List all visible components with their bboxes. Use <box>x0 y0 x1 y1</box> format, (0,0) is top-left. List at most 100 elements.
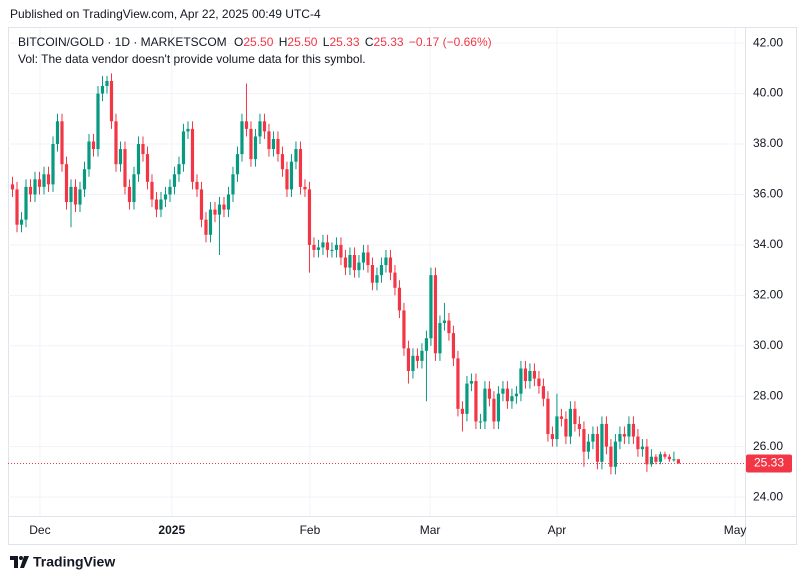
candle-body <box>226 194 231 210</box>
candle-body <box>595 434 600 462</box>
open-label: O <box>234 35 243 49</box>
candle-body <box>474 381 478 422</box>
candle-body <box>505 388 510 402</box>
candle-body <box>564 418 568 437</box>
candle-body <box>168 186 172 195</box>
candle-body <box>460 408 465 414</box>
candle-body <box>55 121 60 145</box>
y-tick-label: 26.00 <box>753 439 783 453</box>
candle-body <box>217 204 222 215</box>
candle-body <box>159 199 163 210</box>
candle-body <box>46 174 51 185</box>
candle-body <box>609 446 613 467</box>
close-label: C <box>365 35 374 49</box>
candle-body <box>492 398 496 422</box>
y-tick-label: 42.00 <box>753 35 783 49</box>
candle-body <box>424 338 429 351</box>
candle-body <box>33 179 37 195</box>
candle-body <box>231 174 235 195</box>
candle-body <box>582 428 586 452</box>
candle-body <box>604 423 609 447</box>
candle-body <box>96 93 100 150</box>
x-tick-label: Apr <box>548 523 567 537</box>
candle-body <box>519 368 523 394</box>
y-tick-label: 32.00 <box>753 288 783 302</box>
candle-body <box>456 358 460 409</box>
x-tick-label: Feb <box>300 523 321 537</box>
candle-body <box>658 454 663 462</box>
candle-body <box>577 423 582 429</box>
candle-body <box>78 189 82 205</box>
candle-body <box>10 184 15 190</box>
candle-body <box>186 128 190 132</box>
candle-body <box>262 121 267 132</box>
candle-body <box>213 209 217 215</box>
candle-body <box>114 121 118 165</box>
candle-body <box>631 423 636 437</box>
candle-body <box>195 181 199 190</box>
x-tick-label: Mar <box>420 523 441 537</box>
candle-body <box>267 131 271 150</box>
candle-body <box>550 434 555 440</box>
candle-body <box>573 408 577 424</box>
candle-body <box>82 169 87 190</box>
candle-body <box>348 254 352 268</box>
candle-body <box>190 128 195 182</box>
candle-body <box>136 144 141 175</box>
candle-body <box>222 204 226 210</box>
candle-body <box>132 174 136 203</box>
candle-body <box>334 244 339 250</box>
y-tick-label: 38.00 <box>753 136 783 150</box>
brand-logo <box>10 556 29 568</box>
candle-body <box>154 199 159 210</box>
candle-body <box>105 80 109 87</box>
candle-body <box>618 434 622 442</box>
candle-body <box>24 186 28 220</box>
candle-body <box>199 189 204 220</box>
candle-body <box>357 262 361 271</box>
candle-body <box>361 252 366 263</box>
x-tick-label: May <box>724 523 747 537</box>
candle-body <box>141 144 145 155</box>
candle-body <box>406 348 411 371</box>
candle-body <box>123 149 127 187</box>
open-value: 25.50 <box>243 35 273 49</box>
candle-body <box>285 169 289 190</box>
candle-body <box>478 421 483 423</box>
candle-body <box>150 181 154 200</box>
candle-body <box>60 121 64 165</box>
candle-body <box>469 381 474 384</box>
candle-body <box>487 388 492 399</box>
legend-line: BITCOIN/GOLD · 1D · MARKETSCOM O25.50 H2… <box>18 35 492 49</box>
candle-body <box>586 441 591 452</box>
candle-body <box>87 141 91 170</box>
candle-body <box>636 436 640 450</box>
candle-body <box>19 219 24 225</box>
candle-body <box>100 86 105 94</box>
overlay: 24.00 26.00 28.00 30.00 32.00 34.00 36.00 38.00… <box>8 35 792 537</box>
candle-body <box>235 154 240 175</box>
candle-body <box>366 252 370 266</box>
y-tick-label: 36.00 <box>753 187 783 201</box>
last-price-tag <box>746 454 792 473</box>
candle-body <box>181 131 186 165</box>
candle-body <box>276 138 280 155</box>
candle-body <box>127 186 132 203</box>
candle-body <box>676 459 681 464</box>
candle-body <box>37 179 42 187</box>
y-tick-label: 28.00 <box>753 388 783 402</box>
candle-body <box>384 257 388 266</box>
candle-body <box>420 350 424 361</box>
candle-body <box>532 370 537 379</box>
candle-body <box>622 434 627 437</box>
candle-body <box>523 368 528 382</box>
candle-body <box>298 149 303 187</box>
candle-body <box>64 164 69 203</box>
candle-body <box>42 174 46 187</box>
candle-body <box>649 456 654 465</box>
candle-body <box>654 456 658 462</box>
candle-body <box>388 257 393 273</box>
candle-body <box>289 161 294 190</box>
candle-body <box>546 398 550 435</box>
